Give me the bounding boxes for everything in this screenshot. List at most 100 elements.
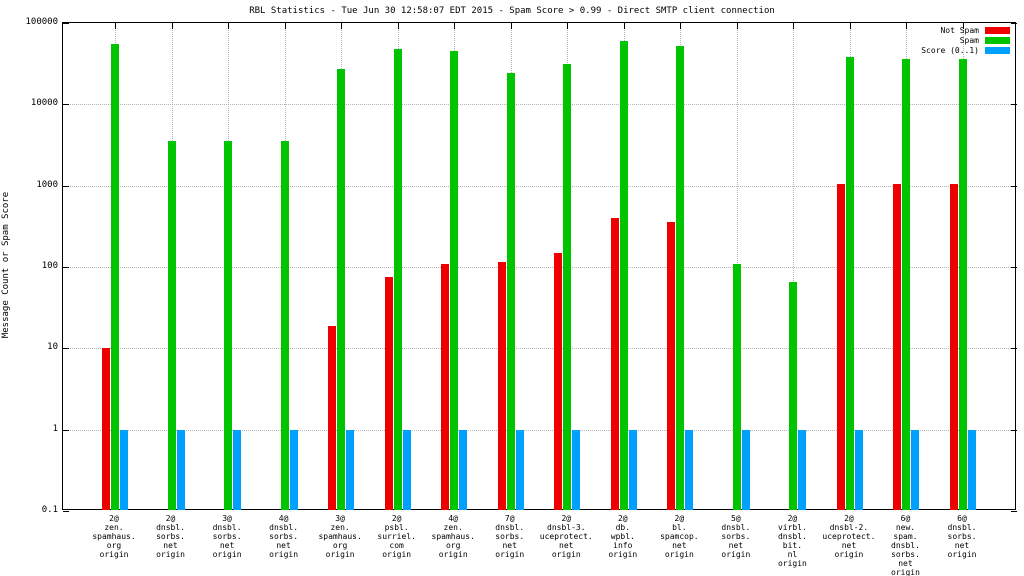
y-gridline bbox=[63, 185, 1015, 187]
bar-spam bbox=[111, 44, 119, 510]
bar-score-0-1- bbox=[459, 429, 468, 510]
bar-spam bbox=[902, 59, 911, 510]
bar-score-0-1- bbox=[402, 429, 411, 510]
bar-score-0-1- bbox=[685, 429, 694, 510]
bar-not-spam bbox=[102, 348, 110, 510]
axis-tick bbox=[115, 23, 116, 29]
bar-score-0-1- bbox=[572, 429, 581, 510]
bar-not-spam bbox=[893, 183, 902, 510]
axis-tick bbox=[906, 23, 908, 29]
bar-spam bbox=[393, 48, 402, 510]
x-tick-label: 3@ zen. spamhaus. org origin bbox=[318, 514, 362, 559]
axis-tick bbox=[63, 429, 69, 431]
x-tick-label: 2@ bl. spamcop. net origin bbox=[660, 514, 699, 559]
bar-spam bbox=[845, 57, 854, 510]
y-gridline bbox=[63, 267, 1015, 268]
x-tick-label: 2@ dnsbl-3. uceprotect. net origin bbox=[539, 514, 593, 559]
axis-tick bbox=[849, 23, 851, 29]
axis-tick bbox=[63, 104, 69, 106]
bar-spam bbox=[959, 59, 967, 510]
bar-score-0-1- bbox=[176, 429, 185, 510]
bar-not-spam bbox=[610, 218, 619, 510]
bar-score-0-1- bbox=[628, 429, 637, 510]
bar-score-0-1- bbox=[911, 429, 920, 510]
axis-tick bbox=[510, 23, 512, 29]
axis-tick bbox=[1011, 267, 1017, 268]
y-tick-label: 1 bbox=[52, 423, 58, 434]
bar-not-spam bbox=[667, 221, 676, 510]
x-tick-label: 4@ zen. spamhaus. org origin bbox=[431, 514, 475, 559]
bar-score-0-1- bbox=[854, 429, 863, 510]
axis-tick bbox=[1011, 104, 1017, 106]
axis-tick bbox=[1011, 23, 1017, 24]
legend-swatch bbox=[985, 47, 1010, 54]
x-tick-label: 2@ dnsbl-2. uceprotect. net origin bbox=[822, 514, 876, 559]
axis-tick bbox=[171, 23, 173, 29]
bar-not-spam bbox=[554, 252, 563, 510]
x-tick-label: 3@ dnsbl. sorbs. net origin bbox=[212, 514, 242, 559]
y-tick-label: 100000 bbox=[25, 17, 58, 27]
y-tick-label: 10000 bbox=[30, 98, 58, 109]
legend-label: Not Spam bbox=[940, 26, 979, 35]
bar-not-spam bbox=[328, 325, 337, 510]
x-tick-label: 2@ dnsbl. sorbs. net origin bbox=[156, 514, 185, 559]
y-tick-label: 0.1 bbox=[41, 505, 58, 515]
legend: Not Spam Spam Score (0..1) bbox=[921, 26, 1010, 56]
bar-score-0-1- bbox=[289, 429, 298, 510]
x-tick-label: 2@ zen. spamhaus. org origin bbox=[92, 514, 136, 559]
bar-score-0-1- bbox=[968, 429, 976, 510]
axis-tick bbox=[63, 267, 69, 268]
bar-spam bbox=[789, 282, 798, 510]
bar-score-0-1- bbox=[798, 429, 807, 510]
bar-spam bbox=[224, 141, 233, 510]
bar-not-spam bbox=[384, 277, 393, 510]
bar-not-spam bbox=[836, 183, 845, 510]
y-tick-label: 1000 bbox=[36, 179, 58, 190]
x-tick-label: 4@ dnsbl. sorbs. net origin bbox=[269, 514, 299, 559]
bar-spam bbox=[732, 263, 741, 510]
bar-not-spam bbox=[441, 263, 450, 510]
axis-tick bbox=[623, 23, 625, 29]
axis-tick bbox=[63, 511, 69, 512]
x-tick-label: 7@ dnsbl. sorbs. net origin bbox=[495, 514, 525, 559]
x-tick-label: 6@ dnsbl. sorbs. net origin bbox=[947, 514, 977, 559]
y-gridline bbox=[63, 104, 1015, 106]
axis-tick bbox=[63, 185, 69, 187]
axis-tick bbox=[228, 23, 230, 29]
axis-tick bbox=[1011, 348, 1017, 350]
y-gridline bbox=[63, 348, 1015, 350]
axis-tick bbox=[793, 23, 795, 29]
bar-score-0-1- bbox=[346, 429, 355, 510]
axis-tick bbox=[680, 23, 682, 29]
plot-area bbox=[62, 22, 1017, 512]
axis-tick bbox=[284, 23, 286, 29]
axis-tick bbox=[397, 23, 399, 29]
axis-tick bbox=[567, 23, 569, 29]
axis-tick bbox=[1011, 511, 1017, 512]
y-gridline bbox=[63, 429, 1015, 431]
bar-spam bbox=[619, 41, 628, 510]
x-tick-label: 6@ new. spam. dnsbl. sorbs. net origin bbox=[891, 514, 920, 576]
legend-swatch bbox=[985, 27, 1010, 34]
bar-spam bbox=[676, 46, 685, 510]
bar-score-0-1- bbox=[515, 429, 524, 510]
legend-row: Score (0..1) bbox=[921, 46, 1010, 55]
axis-tick bbox=[63, 348, 69, 350]
bar-spam bbox=[506, 73, 515, 510]
axis-tick bbox=[341, 23, 343, 29]
y-tick-label: 10 bbox=[47, 342, 58, 353]
bar-spam bbox=[167, 141, 176, 510]
axis-tick bbox=[963, 23, 964, 29]
bar-score-0-1- bbox=[120, 429, 128, 510]
legend-swatch bbox=[985, 37, 1010, 44]
axis-tick bbox=[63, 23, 69, 24]
x-tick-label: 2@ psbl. surriel. com origin bbox=[377, 514, 416, 559]
bar-score-0-1- bbox=[741, 429, 750, 510]
bar-not-spam bbox=[497, 262, 506, 510]
x-tick-label: 2@ virbl. dnsbl. bit. nl origin bbox=[777, 514, 807, 568]
x-tick-label: 5@ dnsbl. sorbs. net origin bbox=[721, 514, 751, 559]
bar-spam bbox=[450, 51, 459, 510]
legend-label: Spam bbox=[959, 36, 979, 45]
axis-tick bbox=[1011, 185, 1017, 187]
